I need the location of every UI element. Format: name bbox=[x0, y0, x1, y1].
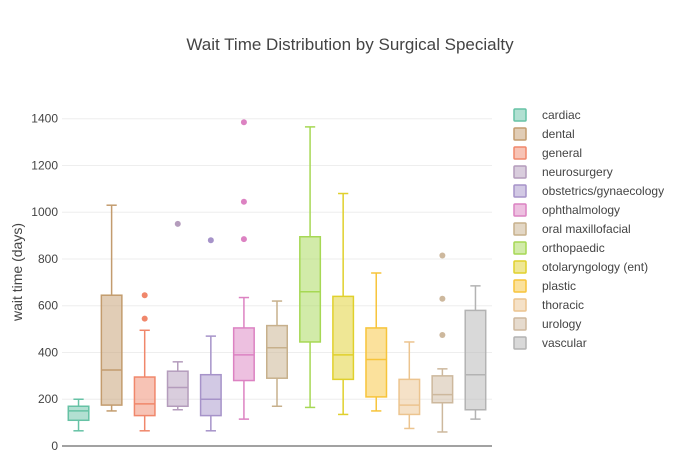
legend-swatch bbox=[513, 241, 527, 255]
legend-label: dental bbox=[542, 127, 575, 141]
y-axis-title: wait time (days) bbox=[9, 223, 25, 322]
box-ophthalmology[interactable] bbox=[232, 119, 255, 420]
outlier-point bbox=[240, 236, 247, 243]
y-tick-label: 400 bbox=[38, 345, 58, 359]
legend-swatch bbox=[513, 336, 527, 350]
y-tick-label: 200 bbox=[38, 392, 58, 406]
legend-label: thoracic bbox=[542, 298, 584, 312]
box-orthopaedic[interactable] bbox=[299, 126, 322, 409]
y-tick-label: 0 bbox=[51, 439, 58, 450]
legend-label: neurosurgery bbox=[542, 165, 613, 179]
box-iqr bbox=[365, 327, 388, 398]
legend-label: general bbox=[542, 146, 582, 160]
box-series bbox=[67, 119, 487, 433]
legend-label: obstetrics/gynaecology bbox=[542, 184, 664, 198]
box-vascular[interactable] bbox=[464, 285, 487, 420]
legend-swatch bbox=[513, 317, 527, 331]
legend-label: ophthalmology bbox=[542, 203, 620, 217]
box-obstetrics-gynaecology[interactable] bbox=[199, 237, 222, 432]
box-neurosurgery[interactable] bbox=[166, 220, 189, 411]
legend-item-otolaryngology-ent[interactable]: otolaryngology (ent) bbox=[513, 260, 648, 274]
legend-item-oral-maxillofacial[interactable]: oral maxillofacial bbox=[513, 222, 631, 236]
legend-swatch bbox=[513, 298, 527, 312]
legend-item-plastic[interactable]: plastic bbox=[513, 279, 576, 293]
box-iqr bbox=[398, 378, 421, 416]
legend-item-urology[interactable]: urology bbox=[513, 317, 581, 331]
legend-swatch bbox=[513, 222, 527, 236]
box-iqr bbox=[166, 370, 189, 408]
y-tick-label: 1000 bbox=[31, 205, 58, 219]
y-tick-label: 1400 bbox=[31, 112, 58, 126]
box-general[interactable] bbox=[133, 292, 156, 432]
legend-label: urology bbox=[542, 317, 581, 331]
box-plastic[interactable] bbox=[365, 272, 388, 412]
legend-item-orthopaedic[interactable]: orthopaedic bbox=[513, 241, 605, 255]
legend-swatch bbox=[513, 146, 527, 160]
legend-item-ophthalmology[interactable]: ophthalmology bbox=[513, 203, 620, 217]
box-iqr bbox=[464, 309, 487, 411]
box-iqr bbox=[431, 375, 454, 404]
box-iqr bbox=[100, 294, 123, 406]
box-oral-maxillofacial[interactable] bbox=[265, 300, 289, 408]
outlier-point bbox=[240, 198, 247, 205]
legend-swatch bbox=[513, 203, 527, 217]
legend[interactable]: cardiac dental general neurosurgery obstetri… bbox=[513, 108, 664, 350]
box-thoracic[interactable] bbox=[398, 341, 421, 430]
legend-label: oral maxillofacial bbox=[542, 222, 631, 236]
legend-label: vascular bbox=[542, 336, 587, 350]
box-iqr bbox=[332, 295, 355, 381]
legend-swatch bbox=[513, 279, 527, 293]
outlier-point bbox=[439, 295, 446, 302]
legend-item-obstetrics-gynaecology[interactable]: obstetrics/gynaecology bbox=[513, 184, 664, 198]
y-axis-ticks: 0 200 400 600 800 1000 1200 1400 bbox=[31, 112, 58, 450]
outlier-point bbox=[141, 292, 148, 299]
box-iqr bbox=[67, 405, 90, 422]
outlier-point bbox=[439, 252, 446, 259]
box-iqr bbox=[199, 373, 222, 417]
outlier-point bbox=[207, 237, 214, 244]
y-tick-label: 800 bbox=[38, 252, 58, 266]
legend-item-neurosurgery[interactable]: neurosurgery bbox=[513, 165, 613, 179]
legend-item-vascular[interactable]: vascular bbox=[513, 336, 587, 350]
outlier-point bbox=[240, 119, 247, 126]
box-dental[interactable] bbox=[100, 204, 123, 412]
y-tick-label: 1200 bbox=[31, 158, 58, 172]
legend-item-cardiac[interactable]: cardiac bbox=[513, 108, 581, 122]
legend-label: plastic bbox=[542, 279, 576, 293]
legend-swatch bbox=[513, 260, 527, 274]
box-otolaryngology-ent[interactable] bbox=[332, 192, 355, 416]
legend-label: cardiac bbox=[542, 108, 581, 122]
legend-label: orthopaedic bbox=[542, 241, 605, 255]
outlier-point bbox=[141, 315, 148, 322]
legend-swatch bbox=[513, 127, 527, 141]
legend-swatch bbox=[513, 184, 527, 198]
legend-item-dental[interactable]: dental bbox=[513, 127, 575, 141]
y-tick-label: 600 bbox=[38, 299, 58, 313]
box-urology[interactable] bbox=[431, 252, 454, 433]
box-iqr bbox=[265, 324, 289, 379]
chart-title: Wait Time Distribution by Surgical Speci… bbox=[186, 35, 514, 54]
legend-swatch bbox=[513, 108, 527, 122]
box-iqr bbox=[299, 236, 322, 343]
outlier-point bbox=[174, 220, 181, 227]
legend-item-thoracic[interactable]: thoracic bbox=[513, 298, 584, 312]
box-iqr bbox=[133, 376, 156, 417]
outlier-point bbox=[439, 331, 446, 338]
legend-swatch bbox=[513, 165, 527, 179]
legend-label: otolaryngology (ent) bbox=[542, 260, 648, 274]
legend-item-general[interactable]: general bbox=[513, 146, 582, 160]
box-cardiac[interactable] bbox=[67, 398, 90, 432]
